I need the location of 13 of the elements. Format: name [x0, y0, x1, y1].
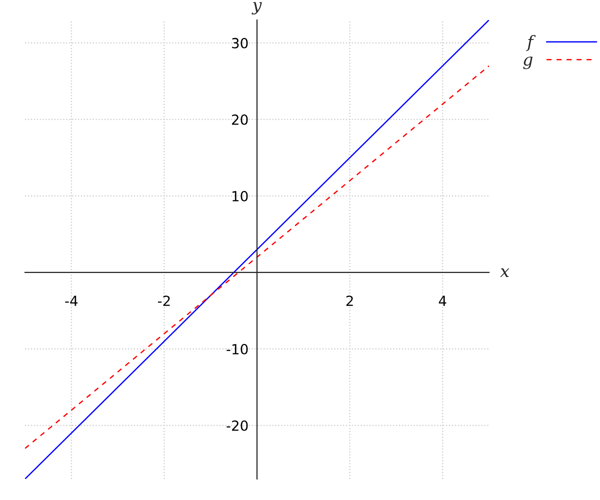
- x-axis-title: x: [500, 268, 510, 278]
- y-tick-label: 30: [232, 38, 248, 48]
- legend-label: g: [523, 56, 533, 70]
- y-axis-title: y: [252, 2, 262, 14]
- y-tick-label: -10: [226, 344, 248, 354]
- x-tick-label: 4: [438, 296, 446, 306]
- y-tick-label: 20: [232, 114, 248, 125]
- x-tick-label: 2: [346, 296, 353, 306]
- x-tick-label: -2: [158, 296, 170, 306]
- legend-label: f: [526, 35, 536, 52]
- y-tick-label: 10: [232, 190, 248, 202]
- y-tick-label: -20: [226, 420, 248, 431]
- x-tick-label: -4: [65, 296, 78, 306]
